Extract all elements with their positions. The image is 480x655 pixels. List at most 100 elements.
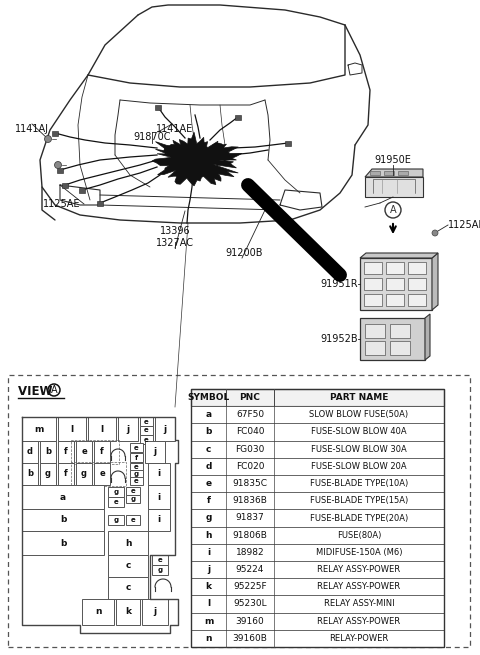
Text: 91837: 91837 — [236, 514, 264, 523]
Text: l: l — [207, 599, 210, 608]
Text: FUSE-BLADE TYPE(10A): FUSE-BLADE TYPE(10A) — [310, 479, 408, 488]
Bar — [52, 130, 58, 136]
Text: f: f — [206, 496, 211, 505]
Text: 18982: 18982 — [236, 548, 264, 557]
Bar — [408, 262, 426, 274]
Text: b: b — [60, 538, 66, 548]
Text: e: e — [114, 499, 119, 505]
Bar — [22, 441, 38, 463]
Bar — [155, 417, 175, 441]
Text: 91951R: 91951R — [320, 279, 358, 289]
Text: FUSE-SLOW BLOW 30A: FUSE-SLOW BLOW 30A — [311, 445, 407, 454]
Bar — [94, 463, 110, 485]
Bar — [22, 485, 104, 509]
Bar — [408, 294, 426, 306]
Polygon shape — [365, 169, 423, 177]
Bar — [191, 389, 444, 647]
Text: e: e — [134, 464, 139, 470]
Text: j: j — [154, 607, 156, 616]
Text: e: e — [144, 436, 149, 443]
Text: 91806B: 91806B — [233, 531, 267, 540]
Bar — [108, 531, 148, 555]
Bar — [370, 171, 380, 175]
Text: f: f — [64, 447, 68, 457]
Bar — [191, 458, 444, 475]
Text: f: f — [100, 447, 104, 457]
Text: j: j — [154, 447, 156, 457]
Bar — [191, 595, 444, 612]
Bar — [79, 187, 85, 193]
Text: n: n — [205, 634, 212, 643]
Text: k: k — [205, 582, 212, 591]
Bar — [235, 115, 241, 119]
Bar — [88, 417, 116, 441]
Text: RELAY ASSY-MINI: RELAY ASSY-MINI — [324, 599, 394, 608]
Text: 1141AJ: 1141AJ — [15, 124, 49, 134]
Bar — [408, 278, 426, 290]
Bar — [364, 262, 382, 274]
Bar — [76, 441, 92, 463]
Text: i: i — [207, 548, 210, 557]
Text: l: l — [71, 424, 73, 434]
Text: h: h — [125, 538, 131, 548]
Bar — [108, 577, 148, 599]
Text: l: l — [100, 424, 104, 434]
Text: j: j — [163, 424, 167, 434]
Bar — [108, 497, 124, 507]
Bar — [62, 183, 68, 187]
Text: e: e — [144, 428, 149, 434]
Text: g: g — [113, 517, 119, 523]
Text: 1125AD: 1125AD — [448, 220, 480, 230]
Bar — [191, 544, 444, 561]
Text: RELAY-POWER: RELAY-POWER — [329, 634, 389, 643]
Text: g: g — [81, 470, 87, 479]
Bar — [384, 171, 394, 175]
Text: FUSE-SLOW BLOW 40A: FUSE-SLOW BLOW 40A — [311, 428, 407, 436]
Bar — [71, 440, 119, 464]
Text: g: g — [157, 567, 163, 573]
Text: n: n — [95, 607, 101, 616]
Bar — [71, 462, 126, 486]
Circle shape — [45, 136, 51, 143]
Bar — [360, 318, 425, 360]
Bar — [191, 510, 444, 527]
Bar — [76, 463, 92, 485]
Bar — [40, 463, 56, 485]
Bar — [108, 555, 148, 577]
Text: i: i — [157, 470, 161, 479]
Text: FUSE-SLOW BLOW 20A: FUSE-SLOW BLOW 20A — [311, 462, 407, 471]
Bar — [130, 453, 143, 462]
Bar — [130, 470, 143, 478]
Bar — [398, 171, 408, 175]
Bar — [386, 262, 404, 274]
Text: f: f — [135, 455, 138, 460]
Bar — [108, 487, 124, 497]
Bar — [57, 168, 63, 172]
Text: FC020: FC020 — [236, 462, 264, 471]
Bar — [191, 492, 444, 510]
Bar — [130, 477, 143, 485]
Text: a: a — [60, 493, 66, 502]
Text: b: b — [205, 428, 212, 436]
Text: e: e — [144, 419, 149, 424]
Text: g: g — [205, 514, 212, 523]
Text: b: b — [60, 515, 66, 525]
Text: 91870C: 91870C — [133, 132, 171, 142]
Text: e: e — [134, 478, 139, 484]
Text: i: i — [157, 515, 161, 525]
Text: j: j — [207, 565, 210, 574]
Text: e: e — [81, 447, 87, 457]
Text: e: e — [131, 488, 135, 494]
Text: e: e — [157, 557, 162, 563]
Text: 95225F: 95225F — [233, 582, 267, 591]
Text: 91835C: 91835C — [232, 479, 267, 488]
Bar — [8, 375, 470, 647]
Text: g: g — [134, 471, 139, 477]
Bar — [191, 441, 444, 458]
Bar — [94, 441, 110, 463]
Text: g: g — [45, 470, 51, 479]
Text: FUSE(80A): FUSE(80A) — [337, 531, 381, 540]
Bar — [58, 417, 86, 441]
Text: FG030: FG030 — [235, 445, 264, 454]
Text: a: a — [205, 410, 212, 419]
